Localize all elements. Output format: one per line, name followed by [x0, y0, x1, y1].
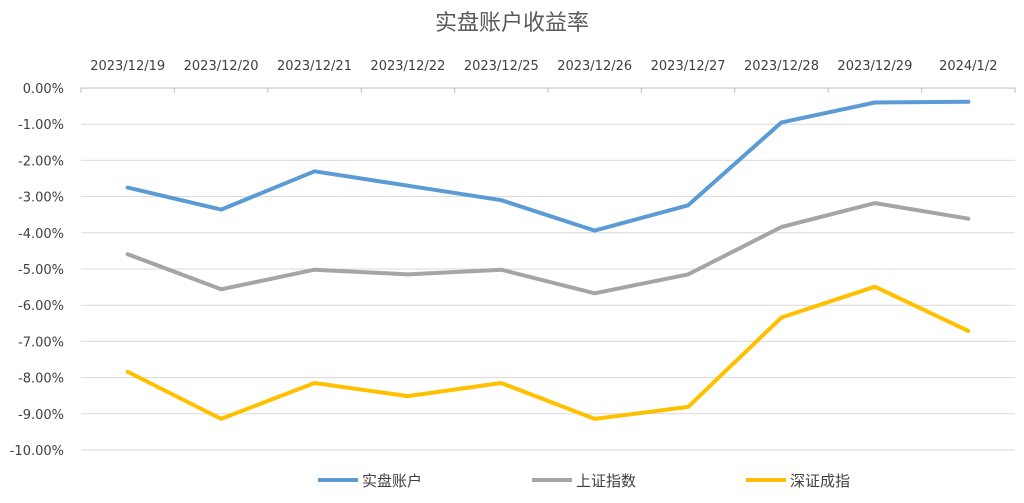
data-point	[687, 273, 689, 275]
y-tick-label: -5.00%	[18, 263, 64, 278]
data-point	[500, 199, 502, 201]
data-point	[594, 230, 596, 232]
y-tick-label: -7.00%	[18, 335, 64, 350]
data-point	[594, 292, 596, 294]
y-tick-label: -4.00%	[18, 227, 64, 242]
data-point	[967, 101, 969, 103]
x-tick-label: 2023/12/19	[90, 59, 165, 74]
y-tick-label: 0.00%	[23, 82, 64, 97]
data-point	[220, 209, 222, 211]
x-tick-label: 2023/12/21	[277, 59, 352, 74]
y-tick-label: -8.00%	[18, 372, 64, 387]
data-point	[594, 418, 596, 420]
y-tick-label: -10.00%	[10, 444, 64, 459]
data-point	[781, 121, 782, 123]
data-point	[874, 286, 876, 288]
series-line	[125, 284, 971, 421]
y-tick-label: -3.00%	[18, 191, 64, 206]
data-point	[314, 170, 315, 172]
data-point	[687, 204, 689, 206]
y-tick-label: -9.00%	[18, 408, 64, 423]
data-point	[407, 185, 409, 187]
y-tick-label: -1.00%	[18, 118, 64, 133]
x-tick-label: 2023/12/27	[651, 59, 726, 74]
series-lines	[125, 99, 971, 421]
data-point	[874, 101, 876, 103]
series-line	[125, 201, 971, 296]
y-axis-ticks: 0.00% -1.00% -2.00% -3.00% -4.00% -5.00% -6.00…	[10, 82, 64, 459]
grid-lines	[80, 87, 1016, 451]
y-tick-label: -6.00%	[18, 299, 64, 314]
data-point	[127, 187, 129, 189]
x-tick-label: 2023/12/25	[464, 59, 539, 74]
data-point	[314, 269, 315, 271]
x-axis-ticks: 2023/12/19 2023/12/20 2023/12/21 2023/12/22…	[90, 59, 997, 74]
series-line	[125, 99, 971, 233]
data-point	[687, 406, 689, 408]
x-tick-label: 2023/12/22	[370, 59, 445, 74]
data-point	[500, 269, 502, 271]
y-tick-label: -2.00%	[18, 154, 64, 169]
legend: 实盘账户 上证指数 深证成指	[318, 472, 850, 490]
legend-label: 深证成指	[790, 472, 850, 490]
legend-label: 上证指数	[576, 472, 636, 490]
data-point	[127, 253, 129, 255]
data-point	[781, 226, 782, 228]
data-point	[407, 395, 409, 397]
data-point	[967, 330, 969, 332]
x-tick-label: 2023/12/29	[837, 59, 912, 74]
x-tick-label: 2023/12/26	[557, 59, 632, 74]
chart-title: 实盘账户收益率	[435, 11, 589, 36]
x-tick-label: 2023/12/20	[184, 59, 259, 74]
data-point	[874, 202, 876, 204]
legend-label: 实盘账户	[362, 472, 422, 490]
data-point	[781, 317, 782, 319]
data-point	[220, 288, 222, 290]
data-point	[127, 371, 129, 373]
data-point	[407, 273, 409, 275]
data-point	[314, 382, 315, 384]
data-point	[967, 218, 969, 220]
x-tick-label: 2023/12/28	[744, 59, 819, 74]
x-tick-label: 2024/1/2	[939, 59, 997, 74]
data-point	[500, 382, 502, 384]
data-point	[220, 418, 222, 420]
